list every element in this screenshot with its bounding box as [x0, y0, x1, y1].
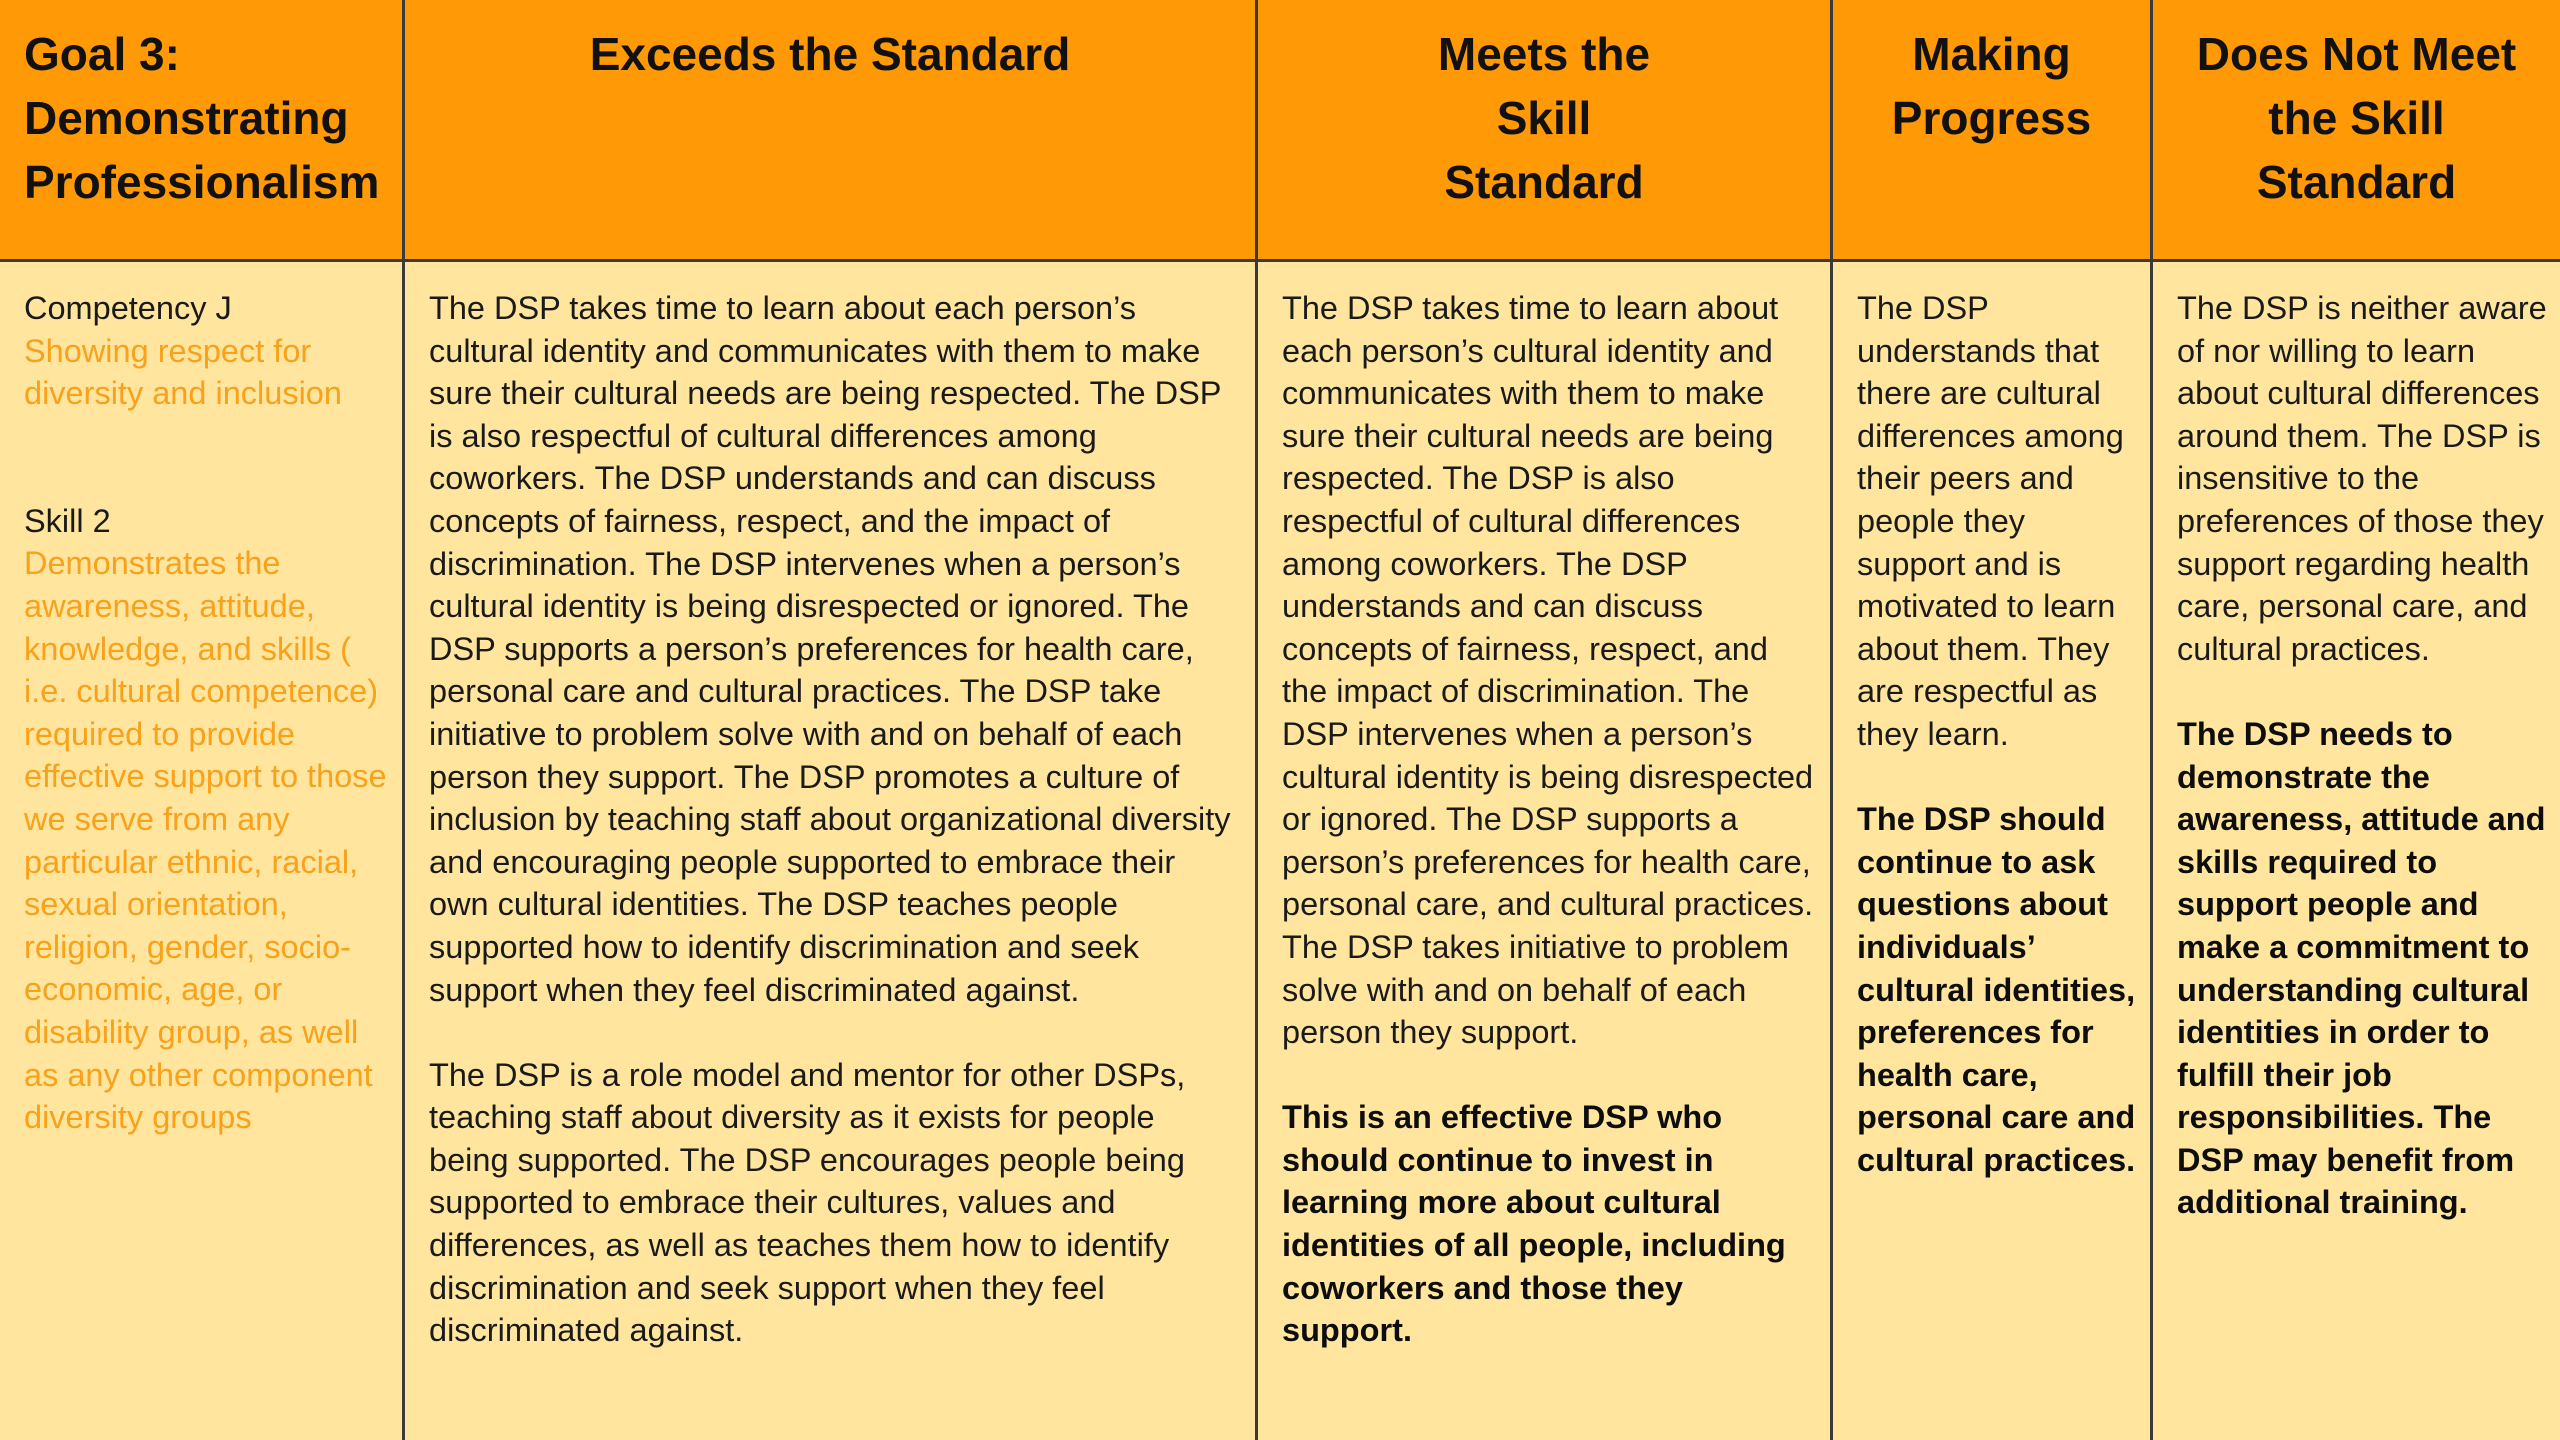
does-not-meet-cell: The DSP is neither aware of nor willing … [2153, 262, 2560, 1440]
progress-paragraph-1: The DSP understands that there are cultu… [1857, 290, 2124, 752]
header-exceeds-standard: Exceeds the Standard [405, 0, 1258, 262]
header-not-meet-line-3: Standard [2256, 156, 2457, 208]
header-exceeds-line-1: Exceeds the Standard [589, 28, 1071, 80]
spacer [1857, 756, 2142, 799]
header-meets-line-2: Skill [1496, 92, 1592, 144]
meets-standard-cell: The DSP takes time to learn about each p… [1258, 262, 1833, 1440]
spacer [429, 1011, 1241, 1054]
spacer [24, 415, 392, 500]
header-goal-line-2: Demonstrating [24, 92, 349, 144]
header-meets-line-3: Standard [1444, 156, 1644, 208]
header-meets-line-1: Meets the [1437, 28, 1651, 80]
header-does-not-meet: Does Not Meet the Skill Standard [2153, 0, 2560, 262]
competency-text: Showing respect for diversity and inclus… [24, 332, 342, 412]
header-goal-line-1: Goal 3: [24, 28, 180, 80]
not-meet-summary: The DSP needs to demonstrate the awarene… [2177, 715, 2546, 1221]
header-progress-line-1: Making [1912, 28, 2071, 80]
goal-description-cell: Competency J Showing respect for diversi… [0, 262, 405, 1440]
meets-summary: This is an effective DSP who should cont… [1282, 1099, 1786, 1349]
skill-label: Skill 2 [24, 502, 111, 539]
exceeds-paragraph-2: The DSP is a role model and mentor for o… [429, 1056, 1186, 1349]
spacer [2177, 670, 2554, 713]
skill-text: Demonstrates the awareness, attitude, kn… [24, 545, 387, 1136]
spacer [1282, 1054, 1820, 1097]
meets-paragraph-1: The DSP takes time to learn about each p… [1282, 290, 1814, 1051]
header-not-meet-line-2: the Skill [2268, 92, 2445, 144]
progress-summary: The DSP should continue to ask questions… [1857, 801, 2136, 1178]
exceeds-standard-cell: The DSP takes time to learn about each p… [405, 262, 1258, 1440]
header-not-meet-line-1: Does Not Meet [2196, 28, 2517, 80]
making-progress-cell: The DSP understands that there are cultu… [1833, 262, 2153, 1440]
header-goal: Goal 3: Demonstrating Professionalism [0, 0, 405, 262]
header-progress-line-2: Progress [1891, 92, 2092, 144]
not-meet-paragraph-1: The DSP is neither aware of nor willing … [2177, 290, 2547, 667]
competency-label: Competency J [24, 290, 232, 326]
header-goal-line-3: Professionalism [24, 156, 380, 208]
header-meets-standard: Meets the Skill Standard [1258, 0, 1833, 262]
exceeds-paragraph-1: The DSP takes time to learn about each p… [429, 290, 1231, 1008]
header-making-progress: Making Progress [1833, 0, 2153, 262]
